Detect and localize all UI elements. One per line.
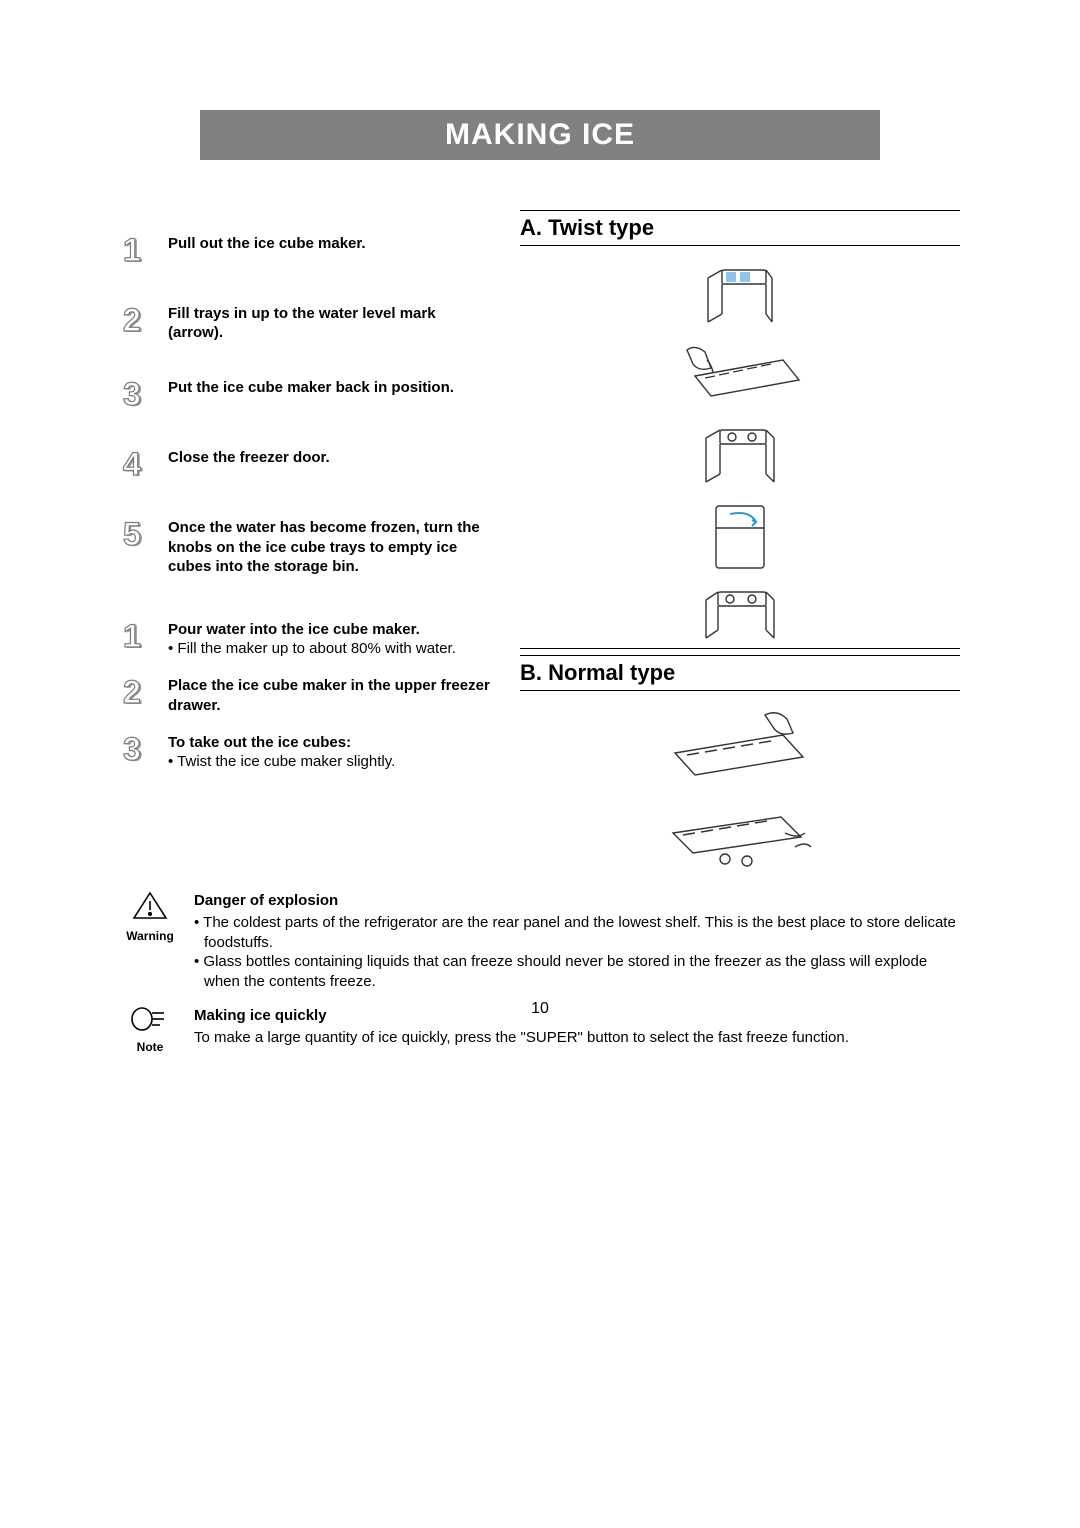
- step-a1: 11 Pull out the ice cube maker.: [120, 234, 490, 268]
- warning-icon: [131, 891, 169, 921]
- warning-bullet-1: The coldest parts of the refrigerator ar…: [194, 913, 960, 953]
- illustrations-a: [520, 264, 960, 644]
- step-b2-text: Place the ice cube maker in the upper fr…: [168, 676, 490, 714]
- step-b3: 33 To take out the ice cubes: Twist the …: [120, 733, 490, 771]
- warning-bullet-2: Glass bottles containing liquids that ca…: [194, 952, 960, 992]
- note-label: Note: [120, 1040, 180, 1056]
- illustration-twist-tray-icon: [655, 803, 825, 875]
- illustration-pour-tray-icon: [655, 709, 825, 789]
- step-number-1b-icon: 11: [120, 620, 154, 654]
- step-number-3b-icon: 33: [120, 733, 154, 767]
- step-a5: 55 Once the water has become frozen, tur…: [120, 518, 490, 576]
- step-a5-text: Once the water has become frozen, turn t…: [168, 518, 490, 576]
- step-a1-text: Pull out the ice cube maker.: [168, 234, 490, 253]
- step-b3-text: To take out the ice cubes:: [168, 733, 490, 752]
- note-body: To make a large quantity of ice quickly,…: [194, 1028, 960, 1048]
- illustrations-b: [520, 709, 960, 875]
- svg-text:3: 3: [123, 733, 141, 767]
- step-b1-text: Pour water into the ice cube maker.: [168, 620, 490, 639]
- step-a2-text: Fill trays in up to the water level mark…: [168, 304, 490, 342]
- warning-label: Warning: [120, 929, 180, 945]
- step-b2: 22 Place the ice cube maker in the upper…: [120, 676, 490, 714]
- step-b3-sub: Twist the ice cube maker slightly.: [168, 752, 490, 771]
- step-number-2b-icon: 22: [120, 676, 154, 710]
- heading-b: B. Normal type: [520, 655, 960, 691]
- illustration-close-door-icon: [690, 500, 790, 574]
- svg-text:4: 4: [123, 448, 141, 482]
- illustration-tray-pullout-icon: [690, 264, 790, 328]
- step-number-4-icon: 44: [120, 448, 154, 482]
- step-a3: 33 Put the ice cube maker back in positi…: [120, 378, 490, 412]
- step-a4-text: Close the freezer door.: [168, 448, 490, 467]
- step-number-3-icon: 33: [120, 378, 154, 412]
- step-a2: 22 Fill trays in up to the water level m…: [120, 304, 490, 342]
- step-b1: 11 Pour water into the ice cube maker. F…: [120, 620, 490, 658]
- svg-text:5: 5: [123, 518, 141, 552]
- warning-block: Warning Danger of explosion The coldest …: [120, 891, 960, 992]
- illustration-tray-insert-icon: [690, 426, 790, 486]
- illustration-fill-water-icon: [665, 342, 815, 412]
- page-title: MAKING ICE: [200, 110, 880, 160]
- heading-a: A. Twist type: [520, 210, 960, 246]
- page-number: 10: [0, 1000, 1080, 1018]
- svg-text:1: 1: [123, 234, 141, 268]
- svg-text:3: 3: [123, 378, 141, 412]
- svg-text:2: 2: [123, 304, 141, 338]
- step-a3-text: Put the ice cube maker back in position.: [168, 378, 490, 397]
- warning-title: Danger of explosion: [194, 891, 960, 911]
- step-a4: 44 Close the freezer door.: [120, 448, 490, 482]
- step-number-2-icon: 22: [120, 304, 154, 338]
- illustration-turn-knob-icon: [690, 588, 790, 644]
- svg-text:1: 1: [123, 620, 141, 654]
- step-b1-sub: Fill the maker up to about 80% with wate…: [168, 639, 490, 658]
- step-number-1-icon: 11: [120, 234, 154, 268]
- step-number-5-icon: 55: [120, 518, 154, 552]
- svg-text:2: 2: [123, 676, 141, 710]
